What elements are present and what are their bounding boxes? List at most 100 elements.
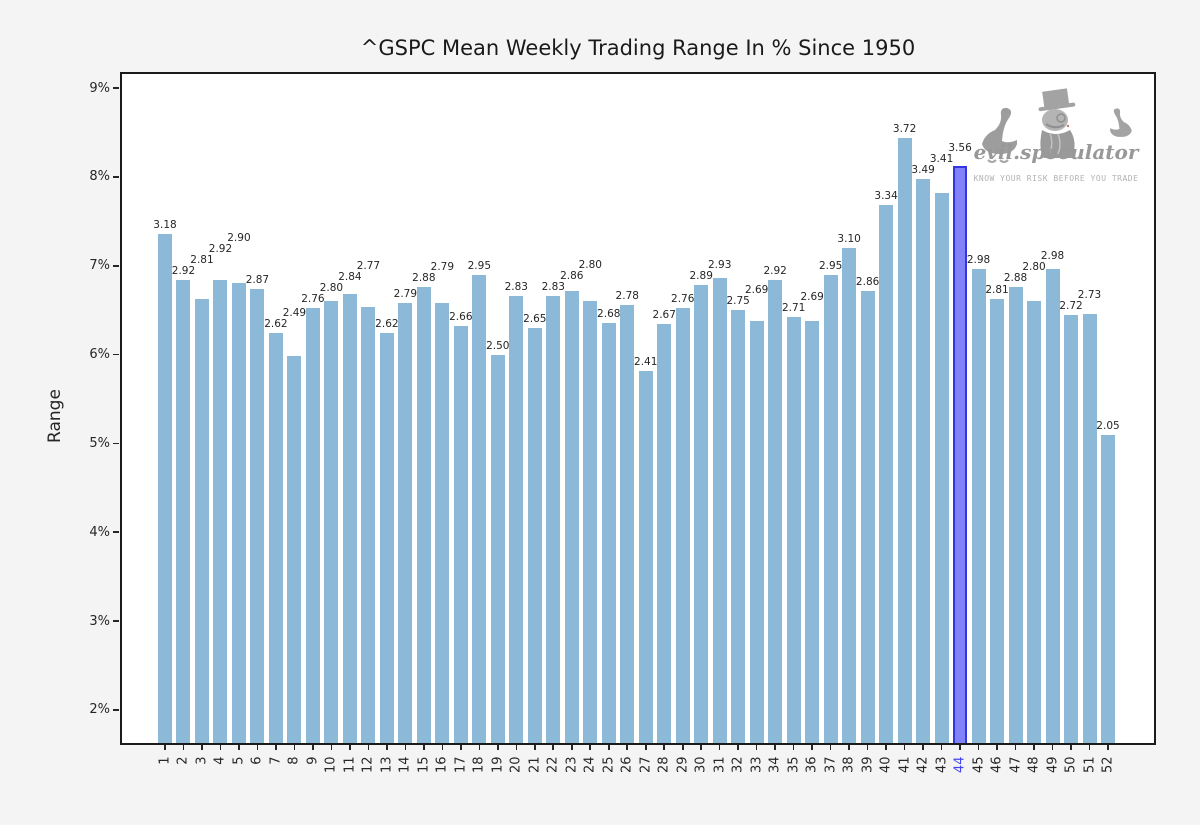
x-tick-label-25: 25 [601,756,617,774]
x-tick-mark [330,745,333,750]
bar-week-33 [749,320,764,745]
bar-value-label: 2.73 [1077,289,1102,302]
x-tick-mark [423,745,425,750]
x-tick-mark [1051,745,1054,750]
x-tick-mark [275,745,277,750]
x-tick-mark [848,745,850,750]
x-tick-label-28: 28 [656,756,672,774]
logo-brand-text: evil.speculator [973,140,1139,164]
bar-value-label: 2.79 [430,261,455,274]
x-tick-mark [404,745,407,750]
bar-week-39 [860,290,875,745]
bar-week-42 [916,178,931,745]
x-tick-mark [182,745,185,750]
x-tick-mark [1070,745,1072,750]
bar-week-41 [897,137,912,745]
bar-week-34 [768,279,783,745]
bar-week-9 [305,308,320,745]
bar-week-21 [527,327,542,745]
x-tick-label-37: 37 [823,756,839,774]
y-tick-label: 3% [89,613,110,629]
evil-speculator-logo: evil.speculator KNOW YOUR RISK BEFORE YO… [972,88,1140,192]
bar-week-1 [158,233,172,745]
bar-week-25 [601,322,616,745]
bar-value-label: 2.95 [818,259,843,272]
bar-week-18 [472,274,487,745]
bar-week-4 [213,279,228,745]
bar-week-43 [934,192,949,745]
x-tick-mark [589,745,592,750]
bar-value-label: 2.49 [282,307,307,320]
x-tick-label-11: 11 [342,756,358,774]
x-tick-label-46: 46 [989,756,1005,774]
bar-value-label: 2.87 [245,273,270,286]
x-tick-label-26: 26 [619,756,635,774]
y-tick-label: 9% [89,80,110,96]
bar-week-13 [379,333,394,745]
bar-value-label: 2.98 [1040,250,1065,263]
x-tick-mark [663,745,666,750]
bar-value-label: 2.79 [393,288,418,301]
x-tick-mark [386,745,388,750]
x-tick-label-40: 40 [878,756,894,774]
bar-week-2 [176,279,191,745]
bar-value-label: 2.83 [541,280,565,293]
x-tick-label-36: 36 [804,756,820,774]
x-tick-label-30: 30 [693,756,709,774]
bar-week-45 [971,269,986,745]
bar-value-label: 2.98 [966,254,991,267]
bar-week-30 [694,285,709,745]
bar-week-12 [361,306,376,745]
x-tick-mark [829,745,832,750]
bar-value-label: 2.78 [615,289,639,302]
x-tick-label-9: 9 [305,756,321,765]
x-tick-mark [349,745,351,750]
bar-value-label: 2.81 [985,284,1009,297]
bar-week-10 [324,301,339,745]
x-tick-label-52: 52 [1100,756,1116,774]
bar-week-40 [879,205,894,745]
x-tick-mark [515,745,518,750]
x-tick-label-20: 20 [508,756,524,774]
bar-value-label: 2.72 [1059,300,1083,313]
x-tick-mark [256,745,259,750]
x-tick-label-17: 17 [453,756,469,774]
y-tick-label: 8% [89,169,110,185]
x-tick-mark [219,745,222,750]
bar-value-label: 2.69 [800,291,824,304]
bar-week-22 [546,295,561,745]
bar-value-label: 3.72 [892,122,917,135]
x-tick-label-1: 1 [157,756,173,765]
bar-value-label: 2.92 [763,264,787,277]
x-tick-label-3: 3 [194,756,210,765]
bar-week-15 [416,287,431,745]
x-tick-mark [718,745,721,750]
bar-week-5 [231,283,246,745]
bar-value-label: 2.76 [301,293,325,306]
bar-value-label: 2.83 [504,280,528,293]
bar-value-label: 3.56 [948,141,972,154]
x-tick-mark [1107,745,1109,750]
x-tick-mark [626,745,629,750]
bar-value-label: 2.67 [652,309,676,322]
bar-value-label: 2.86 [855,275,880,288]
bar-value-label: 2.65 [523,312,547,325]
bar-week-20 [509,295,524,745]
bar-value-label: 2.05 [1096,419,1120,432]
bar-value-label: 2.68 [597,307,621,320]
x-tick-mark [811,745,813,750]
x-tick-label-19: 19 [490,756,506,774]
x-tick-label-47: 47 [1008,756,1024,774]
bar-week-37 [823,274,838,745]
x-tick-label-23: 23 [564,756,580,774]
x-tick-mark [201,745,203,750]
x-tick-mark [607,745,610,750]
x-tick-label-16: 16 [434,756,450,774]
x-tick-label-24: 24 [582,756,598,774]
x-tick-label-49: 49 [1045,756,1061,774]
x-tick-label-13: 13 [379,756,395,774]
bar-value-label: 2.88 [1003,272,1028,285]
x-tick-mark [903,745,906,750]
x-tick-label-50: 50 [1063,756,1079,774]
